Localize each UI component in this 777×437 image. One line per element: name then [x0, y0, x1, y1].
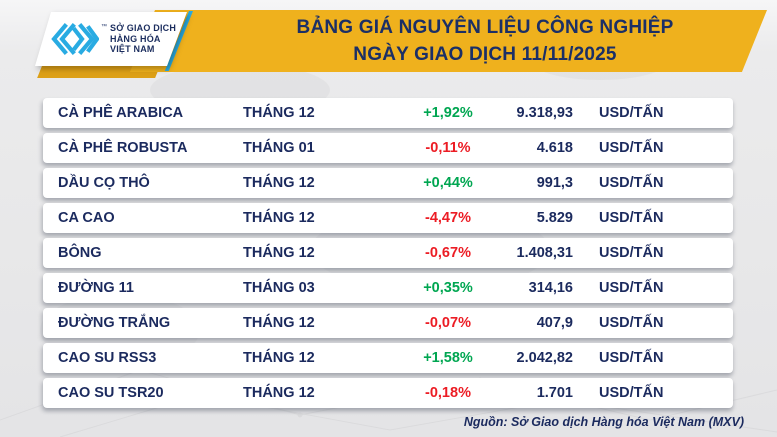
- logo-text: SỞ GIAO DỊCH HÀNG HÓA VIỆT NAM: [110, 23, 176, 56]
- price-value: 1.701: [536, 385, 573, 401]
- price-row: ĐƯỜNG 11 THÁNG 03 +0,35% 314,16 USD/TẤN: [43, 273, 733, 303]
- mxv-logo-icon: [51, 23, 99, 55]
- price-value: 2.042,82: [516, 350, 573, 366]
- price-table: CÀ PHÊ ARABICA THÁNG 12 +1,92% 9.318,93 …: [43, 98, 733, 408]
- logo-text-line1: SỞ GIAO DỊCH: [110, 22, 177, 33]
- price-value: 1.408,31: [516, 245, 573, 261]
- price-value: 407,9: [536, 315, 573, 331]
- commodity-name: CAO SU TSR20: [58, 385, 164, 401]
- contract-month: THÁNG 12: [243, 105, 315, 121]
- change-percent: +1,58%: [423, 350, 473, 366]
- page-title-line1: BẢNG GIÁ NGUYÊN LIỆU CÔNG NGHIỆP: [296, 17, 674, 39]
- price-row: CÀ PHÊ ARABICA THÁNG 12 +1,92% 9.318,93 …: [43, 98, 733, 128]
- commodity-name: DẦU CỌ THÔ: [58, 175, 150, 191]
- price-value: 991,3: [536, 175, 573, 191]
- logo-text-line2: HÀNG HÓA: [110, 33, 161, 44]
- source-attribution: Nguồn: Sở Giao dịch Hàng hóa Việt Nam (M…: [463, 415, 744, 429]
- contract-month: THÁNG 12: [243, 175, 315, 191]
- contract-month: THÁNG 12: [243, 210, 315, 226]
- change-percent: -0,67%: [425, 245, 471, 261]
- commodity-name: ĐƯỜNG TRẮNG: [58, 315, 171, 331]
- page-title: BẢNG GIÁ NGUYÊN LIỆU CÔNG NGHIỆP NGÀY GI…: [215, 13, 755, 71]
- price-unit: USD/TẤN: [599, 315, 664, 331]
- contract-month: THÁNG 03: [243, 280, 315, 296]
- price-row: CÀ PHÊ ROBUSTA THÁNG 01 -0,11% 4.618 USD…: [43, 133, 733, 163]
- commodity-name: CA CAO: [58, 210, 115, 226]
- contract-month: THÁNG 01: [243, 140, 315, 156]
- price-unit: USD/TẤN: [599, 280, 664, 296]
- contract-month: THÁNG 12: [243, 245, 315, 261]
- price-row: CAO SU RSS3 THÁNG 12 +1,58% 2.042,82 USD…: [43, 343, 733, 373]
- price-row: BÔNG THÁNG 12 -0,67% 1.408,31 USD/TẤN: [43, 238, 733, 268]
- logo-text-line3: VIỆT NAM: [110, 44, 155, 55]
- price-unit: USD/TẤN: [599, 175, 664, 191]
- commodity-name: CÀ PHÊ ROBUSTA: [58, 140, 188, 156]
- change-percent: +0,35%: [423, 280, 473, 296]
- price-unit: USD/TẤN: [599, 245, 664, 261]
- price-unit: USD/TẤN: [599, 140, 664, 156]
- price-value: 4.618: [536, 140, 573, 156]
- page-title-line2: NGÀY GIAO DỊCH 11/11/2025: [353, 44, 617, 65]
- trademark-symbol: ™: [101, 24, 107, 30]
- change-percent: +0,44%: [423, 175, 473, 191]
- price-value: 9.318,93: [516, 105, 573, 121]
- price-row: ĐƯỜNG TRẮNG THÁNG 12 -0,07% 407,9 USD/TẤ…: [43, 308, 733, 338]
- contract-month: THÁNG 12: [243, 350, 315, 366]
- change-percent: -0,11%: [425, 140, 471, 156]
- commodity-name: ĐƯỜNG 11: [58, 280, 134, 296]
- price-row: CAO SU TSR20 THÁNG 12 -0,18% 1.701 USD/T…: [43, 378, 733, 408]
- logo-card: ™ SỞ GIAO DỊCH HÀNG HÓA VIỆT NAM: [35, 12, 187, 66]
- price-unit: USD/TẤN: [599, 385, 664, 401]
- change-percent: -4,47%: [425, 210, 471, 226]
- commodity-name: BÔNG: [58, 245, 102, 261]
- commodity-name: CÀ PHÊ ARABICA: [58, 105, 184, 121]
- price-row: CA CAO THÁNG 12 -4,47% 5.829 USD/TẤN: [43, 203, 733, 233]
- price-unit: USD/TẤN: [599, 105, 664, 121]
- price-unit: USD/TẤN: [599, 210, 664, 226]
- price-value: 5.829: [536, 210, 573, 226]
- price-row: DẦU CỌ THÔ THÁNG 12 +0,44% 991,3 USD/TẤN: [43, 168, 733, 198]
- change-percent: -0,18%: [425, 385, 471, 401]
- commodity-name: CAO SU RSS3: [58, 350, 157, 366]
- contract-month: THÁNG 12: [243, 315, 315, 331]
- contract-month: THÁNG 12: [243, 385, 315, 401]
- price-unit: USD/TẤN: [599, 350, 664, 366]
- change-percent: -0,07%: [425, 315, 471, 331]
- change-percent: +1,92%: [423, 105, 473, 121]
- price-value: 314,16: [528, 280, 573, 296]
